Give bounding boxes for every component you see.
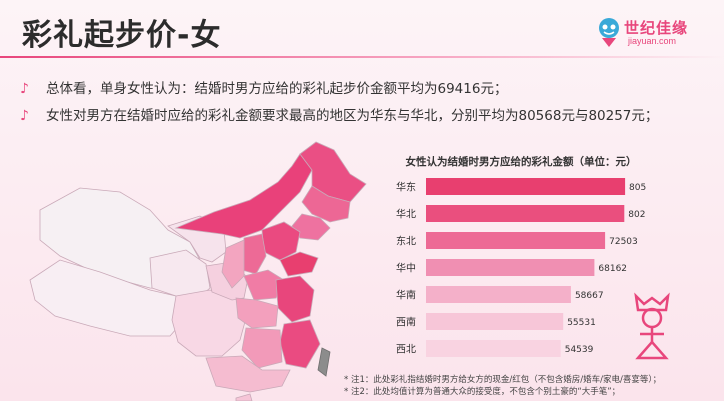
chart-plot: 华东 80568 华北 80257 东北 72503 华中 68162 华南 58667 西南 555…	[396, 178, 646, 357]
category-label: 华南	[396, 289, 416, 302]
value-label: 58667	[575, 291, 604, 301]
category-label: 华北	[396, 208, 416, 221]
map-region-shandong	[279, 251, 319, 277]
logo-mascot-icon	[599, 18, 619, 47]
bar	[426, 259, 595, 276]
music-note-icon: ♪	[20, 81, 29, 97]
chart-title: 女性认为结婚时男方应给的彩礼金额（单位：元）	[405, 156, 637, 168]
bar	[426, 340, 561, 357]
category-label: 华中	[396, 262, 416, 275]
china-region-map	[29, 141, 367, 401]
bar	[426, 313, 564, 330]
bullet-item: ♪ 女性对男方在结婚时应给的彩礼金额要求最高的地区为华东与华北，分别平均为805…	[20, 103, 710, 130]
music-note-icon: ♪	[20, 108, 29, 124]
footnote: * 注1：此处彩礼指结婚时男方给女方的现金/红包（不包含婚房/婚车/家电/喜宴等…	[344, 375, 662, 385]
value-label: 68162	[598, 264, 627, 274]
bar	[426, 205, 625, 222]
map-region-jiangsu-anhui	[275, 275, 315, 323]
page-title: 彩礼起步价-女	[22, 18, 222, 53]
map-region-zhejiang-fujian	[279, 319, 321, 369]
title-underline	[0, 56, 724, 58]
footnote: * 注2：此处均值计算为普通大众的接受度，不包含个别土豪的“大手笔”；	[344, 387, 621, 397]
value-label: 54539	[565, 345, 594, 355]
map-region-liaoning	[291, 213, 331, 241]
category-label: 东北	[396, 235, 416, 248]
value-label: 55531	[567, 318, 596, 328]
value-label: 80257	[628, 210, 646, 220]
bar-chart: 女性认为结婚时男方应给的彩礼金额（单位：元） 华东 80568 华北 80257 东北 7…	[396, 154, 646, 364]
category-label: 西南	[396, 316, 416, 329]
value-label: 80568	[629, 183, 646, 193]
map-region-hubei	[235, 297, 279, 329]
bar	[426, 178, 626, 195]
map-region-jilin	[301, 185, 351, 223]
logo-subtext: jiayuan.com	[628, 36, 677, 46]
logo-text: 世纪佳缘	[624, 19, 689, 37]
bullet-text: 女性对男方在结婚时应给的彩礼金额要求最高的地区为华东与华北，分别平均为80568…	[46, 108, 659, 124]
map-region-guangdong-guangxi	[205, 355, 291, 393]
map-region-heilongjiang	[299, 141, 367, 203]
bullet-text: 总体看，单身女性认为：结婚时男方应给的彩礼起步价金额平均为69416元；	[46, 81, 508, 97]
category-label: 西北	[396, 344, 416, 356]
map-region-inner-mongolia	[174, 153, 313, 239]
map-region-taiwan	[317, 347, 331, 377]
map-region-hainan	[235, 393, 253, 401]
female-symbol-icon	[634, 292, 670, 360]
summary-bullets: ♪ 总体看，单身女性认为：结婚时男方应给的彩礼起步价金额平均为69416元； ♪…	[20, 76, 710, 130]
map-region-jiangxi-hunan	[241, 327, 283, 369]
bar	[426, 286, 571, 303]
logo: 世纪佳缘 jiayuan.com	[594, 16, 706, 48]
category-label: 华东	[396, 181, 416, 194]
value-label: 72503	[609, 237, 638, 247]
bullet-item: ♪ 总体看，单身女性认为：结婚时男方应给的彩礼起步价金额平均为69416元；	[20, 76, 710, 103]
map-region-shanxi	[241, 233, 267, 275]
map-region-shaanxi	[221, 239, 245, 289]
footnotes: * 注1：此处彩礼指结婚时男方给女方的现金/红包（不包含婚房/婚车/家电/喜宴等…	[344, 374, 661, 398]
bar	[426, 232, 606, 249]
